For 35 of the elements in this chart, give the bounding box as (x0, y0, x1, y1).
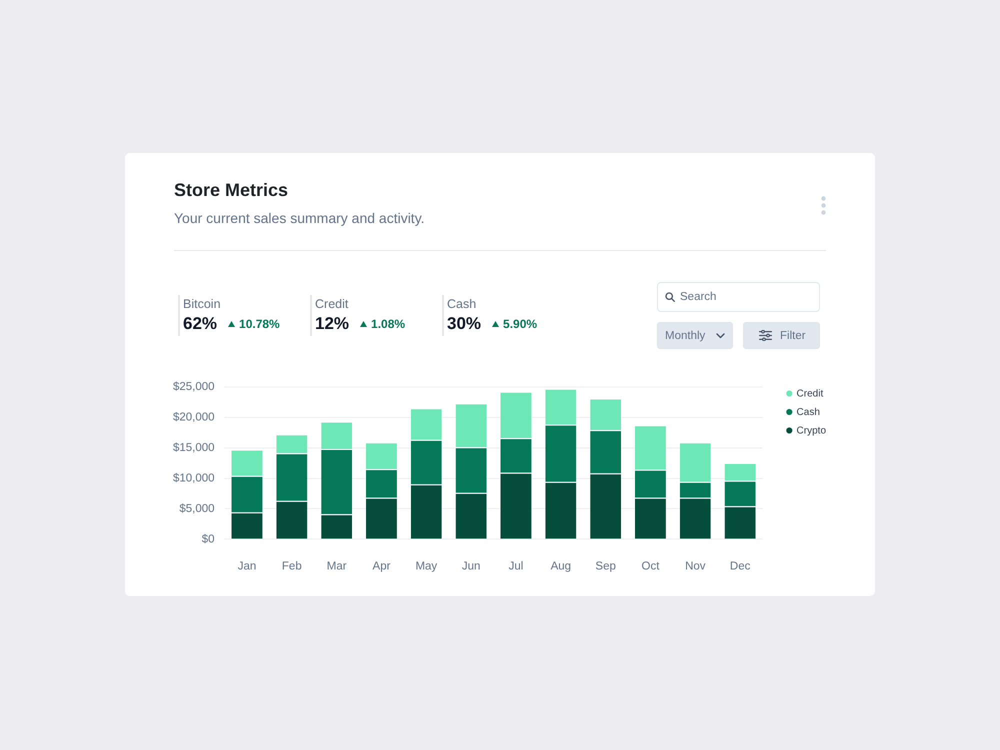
text: Monthly (665, 329, 706, 343)
text: 1.08% (371, 316, 406, 333)
x-tick-label: May (415, 560, 438, 572)
y-tick-label: $5,000 (179, 502, 215, 515)
x-tick-label: Aug (550, 560, 572, 572)
legend-label: Credit (796, 388, 824, 400)
text: 12% (315, 313, 350, 335)
y-tick-label: $0 (202, 533, 215, 546)
x-tick-label: Jul (508, 560, 524, 572)
x-tick-label: Dec (730, 560, 751, 572)
y-tick-label: $25,000 (172, 381, 215, 394)
y-tick-label: $20,000 (172, 412, 215, 424)
x-tick-label: Sep (595, 560, 616, 572)
text: 5.90% (503, 316, 538, 333)
x-tick-label: Nov (685, 560, 706, 572)
x-tick-label: Mar (326, 560, 347, 572)
text: Your current sales summary and activity. (174, 210, 425, 226)
legend-label: Crypto (796, 425, 826, 436)
y-tick-label: $15,000 (172, 442, 215, 454)
x-tick-label: Apr (372, 560, 391, 572)
text: 62% (183, 313, 218, 335)
text: 30% (447, 313, 482, 335)
x-tick-label: Jan (238, 560, 256, 572)
text: Store Metrics (174, 180, 288, 200)
text: Cash (447, 297, 476, 311)
x-tick-label: Oct (642, 560, 660, 572)
text: Bitcoin (183, 297, 221, 311)
legend-label: Cash (796, 406, 820, 418)
x-tick-label: Jun (462, 560, 480, 572)
text: 10.78% (239, 316, 280, 333)
y-tick-label: $10,000 (172, 472, 215, 484)
text: Filter (780, 329, 806, 343)
text: Search (680, 290, 716, 304)
text: Credit (315, 297, 348, 311)
x-tick-label: Feb (282, 560, 302, 572)
